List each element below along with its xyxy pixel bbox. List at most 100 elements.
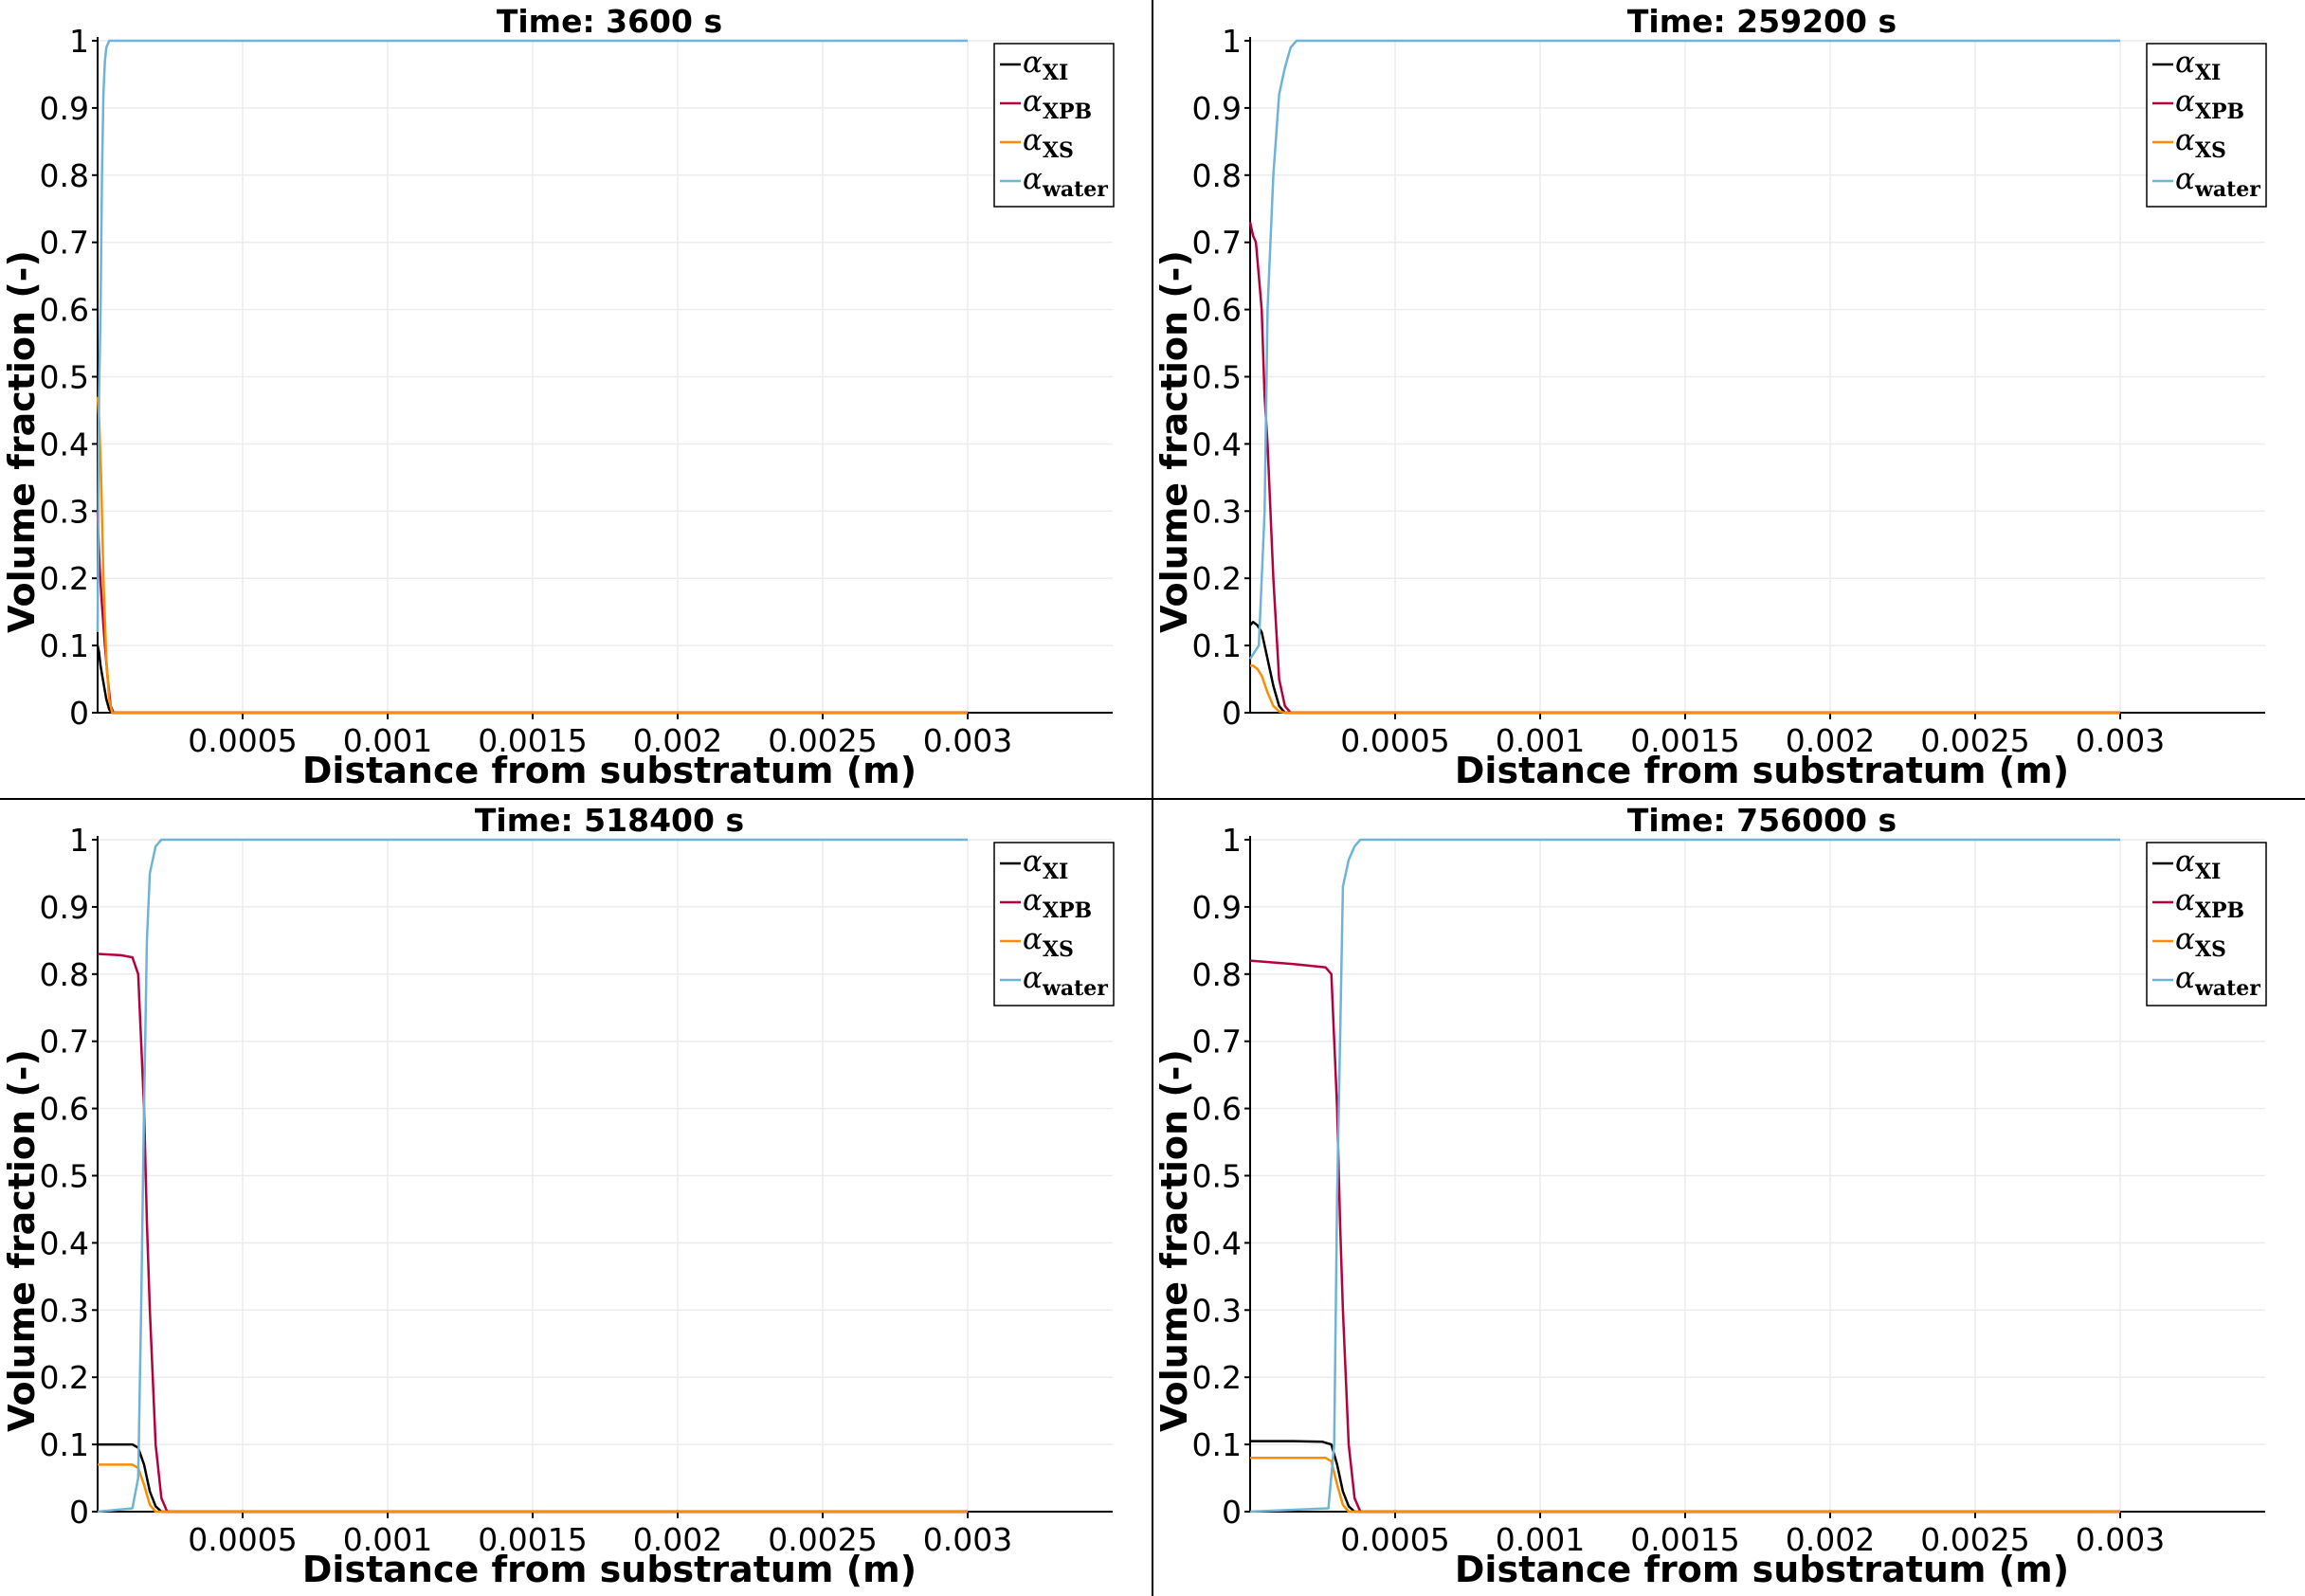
y-tick-label: 1 — [1222, 23, 1242, 60]
series-line-xs — [1250, 664, 2120, 715]
y-tick-label: 0.5 — [40, 359, 89, 396]
chart-title: Time: 259200 s — [1627, 3, 1897, 40]
x-tick-label: 0.0025 — [1920, 722, 2029, 759]
x-tick-label: 0.0005 — [1340, 1521, 1449, 1558]
series-line-xs — [1250, 1457, 2120, 1514]
series-line-water — [1249, 838, 2120, 1514]
y-tick-label: 0.6 — [40, 292, 89, 329]
y-tick-label: 0.9 — [40, 90, 89, 127]
y-tick-label: 1 — [1222, 822, 1242, 859]
y-tick-label: 0.8 — [40, 157, 89, 194]
y-tick-label: 0.8 — [1192, 956, 1242, 993]
legend-label: αXS — [2175, 123, 2226, 163]
legend-label: αwater — [1023, 162, 1108, 202]
x-axis-label: Distance from substratum (m) — [1455, 750, 2069, 791]
y-tick-label: 1 — [69, 822, 89, 859]
x-tick-label: 0.0005 — [188, 722, 297, 759]
y-tick-label: 0.5 — [1192, 359, 1242, 396]
series-line-xpb — [1249, 959, 2120, 1514]
y-tick-label: 0.8 — [1192, 157, 1242, 194]
chart-panel-4: Time: 756000 s Distance from substratum … — [1153, 802, 2267, 1590]
chart-title: Time: 3600 s — [497, 3, 722, 40]
y-tick-label: 0.2 — [1192, 1359, 1242, 1396]
y-tick-label: 0 — [69, 695, 89, 732]
legend-label: αXI — [2175, 45, 2221, 85]
x-tick-label: 0.0015 — [1630, 1521, 1739, 1558]
y-axis-label: Volume fraction (-) — [1, 250, 43, 633]
chart-panel-3: Time: 518400 s Distance from substratum … — [1, 802, 1115, 1590]
x-tick-label: 0.0015 — [478, 722, 587, 759]
y-axis-label: Volume fraction (-) — [1, 1049, 43, 1432]
x-tick-label: 0.003 — [923, 1521, 1012, 1558]
y-tick-label: 1 — [69, 23, 89, 60]
x-axis-label: Distance from substratum (m) — [1455, 1549, 2069, 1590]
y-tick-label: 0.7 — [40, 225, 89, 262]
x-tick-label: 0.001 — [343, 722, 432, 759]
legend-label: αXPB — [1023, 84, 1092, 124]
series-line-xpb — [97, 952, 968, 1514]
x-tick-label: 0.001 — [1496, 1521, 1585, 1558]
x-tick-label: 0.002 — [633, 1521, 722, 1558]
series-line-xi — [1250, 1440, 2120, 1514]
x-tick-label: 0.002 — [1786, 722, 1875, 759]
legend-label: αXPB — [1023, 883, 1092, 923]
series-line-xs — [98, 1463, 968, 1514]
y-tick-label: 0.9 — [1192, 90, 1242, 127]
y-tick-label: 0.1 — [1192, 1426, 1242, 1463]
legend-box — [2146, 842, 2267, 1007]
y-axis-label: Volume fraction (-) — [1153, 1049, 1195, 1432]
legend-label: αXS — [1023, 922, 1074, 962]
y-tick-label: 0.6 — [1192, 292, 1242, 329]
chart-title: Time: 756000 s — [1627, 802, 1897, 839]
y-tick-label: 0.9 — [1192, 889, 1242, 926]
x-tick-label: 0.0005 — [188, 1521, 297, 1558]
y-tick-label: 0.8 — [40, 956, 89, 993]
x-tick-label: 0.0015 — [1630, 722, 1739, 759]
legend-label: αXI — [1023, 844, 1068, 884]
x-tick-label: 0.002 — [633, 722, 722, 759]
y-tick-label: 0.4 — [1192, 1224, 1242, 1261]
x-tick-label: 0.0025 — [768, 722, 877, 759]
x-axis-label: Distance from substratum (m) — [302, 750, 917, 791]
legend-label: αwater — [2175, 961, 2260, 1001]
series-line-xi — [98, 1442, 968, 1514]
legend-label: αwater — [1023, 961, 1108, 1001]
y-tick-label: 0.1 — [1192, 627, 1242, 664]
x-tick-label: 0.0005 — [1340, 722, 1449, 759]
y-tick-label: 0.7 — [40, 1024, 89, 1061]
y-tick-label: 0.3 — [40, 1292, 89, 1329]
y-tick-label: 0 — [1222, 1494, 1242, 1531]
y-tick-label: 0.4 — [40, 1224, 89, 1261]
x-tick-label: 0.0015 — [478, 1521, 587, 1558]
legend-box — [2146, 43, 2267, 208]
legend-label: αXS — [1023, 123, 1074, 163]
x-tick-label: 0.002 — [1786, 1521, 1875, 1558]
x-tick-label: 0.001 — [1496, 722, 1585, 759]
y-tick-label: 0.5 — [1192, 1158, 1242, 1195]
y-tick-label: 0.5 — [40, 1158, 89, 1195]
legend-label: αwater — [2175, 162, 2260, 202]
y-tick-label: 0.3 — [1192, 1292, 1242, 1329]
chart-panel-2: Time: 259200 s Distance from substratum … — [1153, 3, 2267, 791]
y-tick-label: 0 — [69, 1494, 89, 1531]
y-tick-label: 0.6 — [1192, 1091, 1242, 1128]
y-tick-label: 0.2 — [40, 560, 89, 597]
series-line-water — [1248, 39, 2120, 660]
x-tick-label: 0.003 — [2076, 722, 2165, 759]
y-tick-label: 0.7 — [1192, 225, 1242, 262]
y-tick-label: 0.1 — [40, 1426, 89, 1463]
legend-label: αXPB — [2175, 84, 2244, 124]
y-tick-label: 0 — [1222, 695, 1242, 732]
legend-box — [993, 842, 1115, 1007]
y-axis-label: Volume fraction (-) — [1153, 250, 1195, 633]
series-line-water — [96, 39, 968, 632]
series-line-water — [97, 838, 968, 1514]
x-tick-label: 0.0025 — [1920, 1521, 2029, 1558]
x-tick-label: 0.003 — [2076, 1521, 2165, 1558]
legend-label: αXI — [1023, 45, 1068, 85]
y-tick-label: 0.7 — [1192, 1024, 1242, 1061]
y-tick-label: 0.4 — [1192, 426, 1242, 462]
chart-panel-1: Time: 3600 s Distance from substratum (m… — [1, 3, 1115, 791]
legend-label: αXI — [2175, 844, 2221, 884]
